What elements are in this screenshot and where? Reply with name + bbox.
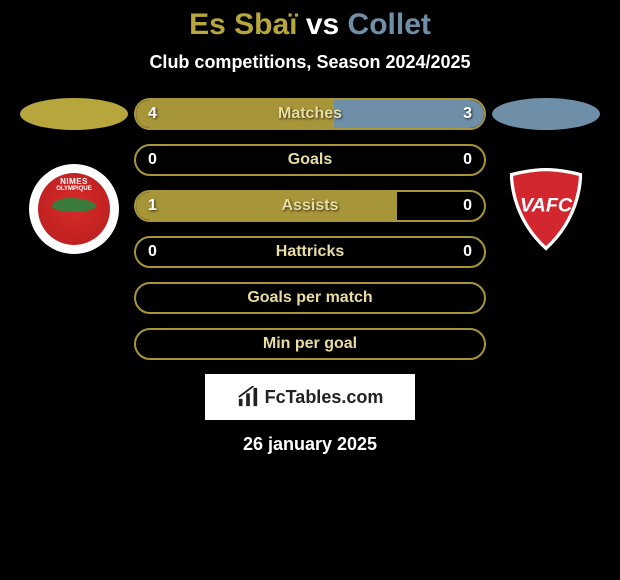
stat-value-right: 0 [463,243,472,261]
right-player-ellipse [492,98,600,130]
watermark-text: FcTables.com [265,387,384,408]
nimes-badge-text-bottom: OLYMPIQUE [56,186,91,192]
stat-value-left: 4 [148,105,157,123]
right-column: VAFC [486,98,606,254]
chart-icon [237,386,259,408]
stat-value-left: 0 [148,243,157,261]
page-title: Es Sbaï vs Collet [189,8,431,42]
right-club-badge: VAFC [501,164,591,254]
stat-bar: 1 Assists 0 [134,190,486,222]
title-vs: vs [298,8,348,41]
nimes-badge-text-top: NIMES [60,177,88,186]
stat-value-right: 0 [463,151,472,169]
footer-date: 26 january 2025 [243,434,377,455]
stat-value-left: 0 [148,151,157,169]
stat-label: Matches [278,105,342,123]
stat-label: Assists [282,197,339,215]
vafc-shield-icon: VAFC [505,166,587,252]
stat-bar: Min per goal [134,328,486,360]
main-area: NIMES OLYMPIQUE 4 Matches 3 0 Goals 0 1 Assists… [0,98,620,360]
left-column: NIMES OLYMPIQUE [14,98,134,254]
stat-value-right: 3 [463,105,472,123]
subtitle: Club competitions, Season 2024/2025 [149,52,470,73]
left-player-ellipse [20,98,128,130]
stat-label: Hattricks [276,243,344,261]
vafc-badge-label: VAFC [520,194,573,216]
stat-label: Goals per match [247,289,372,307]
stat-bar: 0 Hattricks 0 [134,236,486,268]
stat-bar-fill-right [334,100,484,128]
stat-bar: 4 Matches 3 [134,98,486,130]
infographic-root: Es Sbaï vs Collet Club competitions, Sea… [0,0,620,580]
stat-bar: 0 Goals 0 [134,144,486,176]
nimes-badge-inner: NIMES OLYMPIQUE [38,173,110,245]
title-player-left: Es Sbaï [189,8,297,41]
crocodile-icon [52,198,96,212]
stat-bar: Goals per match [134,282,486,314]
stat-bar-fill-left [136,192,397,220]
watermark: FcTables.com [205,374,415,420]
stat-bars: 4 Matches 3 0 Goals 0 1 Assists 0 0 Hattricks 0 Goal… [134,98,486,360]
stat-label: Goals [288,151,332,169]
stat-label: Min per goal [263,335,357,353]
stat-value-left: 1 [148,197,157,215]
stat-value-right: 0 [463,197,472,215]
title-player-right: Collet [348,8,431,41]
left-club-badge: NIMES OLYMPIQUE [29,164,119,254]
